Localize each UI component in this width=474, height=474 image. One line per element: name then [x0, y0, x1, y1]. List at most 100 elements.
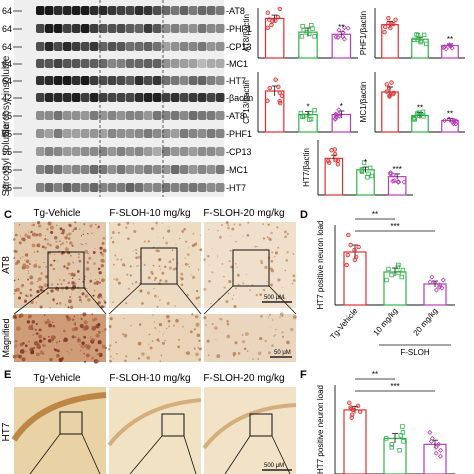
- stained-cell: [69, 305, 74, 309]
- stained-cell: [78, 259, 82, 263]
- stained-cell: [36, 332, 39, 335]
- blot-marker-label: -HT7: [226, 76, 246, 86]
- stained-cell: [159, 279, 162, 282]
- blot-band: [45, 6, 54, 15]
- stained-cell: [207, 354, 210, 357]
- stained-cell: [83, 320, 88, 325]
- stained-cell: [199, 235, 201, 237]
- stained-cell: [114, 254, 117, 257]
- stained-cell: [195, 322, 200, 327]
- data-point: [427, 429, 433, 436]
- stained-cell: [49, 243, 52, 247]
- stained-cell: [74, 336, 77, 338]
- data-point: [348, 242, 353, 248]
- data-point: [398, 433, 403, 438]
- data-point: [270, 18, 275, 24]
- blot-band: [81, 59, 90, 68]
- stained-cell: [36, 250, 39, 253]
- stained-cell: [100, 305, 104, 309]
- stained-cell: [22, 342, 24, 343]
- stained-cell: [83, 352, 86, 355]
- blot-band: [216, 42, 225, 51]
- panel-c: C Tg-Vehicle F-SLOH-10 mg/kg F-SLOH-20 m…: [1, 208, 297, 364]
- stained-cell: [266, 236, 269, 239]
- stained-cell: [173, 324, 175, 327]
- stained-cell: [36, 243, 41, 248]
- stained-cell: [230, 265, 233, 269]
- blot-band: [54, 42, 63, 51]
- data-point: [359, 167, 365, 172]
- blot-band: [54, 93, 63, 102]
- stained-cell: [283, 230, 287, 234]
- chart-d: HT7 positive neuron load*****Tg-Vehicle 1…: [316, 210, 455, 357]
- blot-band: [72, 59, 81, 68]
- stained-cell: [74, 326, 78, 331]
- data-point: [382, 29, 387, 35]
- stained-cell: [68, 224, 72, 228]
- stained-cell: [77, 256, 80, 259]
- plot-cp13-actin: CP13/βactin * *: [242, 72, 358, 133]
- blot-band: [90, 76, 99, 85]
- stained-cell: [285, 259, 289, 262]
- stained-cell: [95, 348, 99, 352]
- blot-band: [54, 24, 63, 33]
- data-point: [335, 162, 341, 167]
- panel-letter-f: F: [300, 369, 307, 381]
- stained-cell: [174, 305, 176, 307]
- stained-cell: [96, 227, 99, 229]
- blot-band: [45, 42, 54, 51]
- blot-band: [72, 129, 81, 138]
- stained-cell: [197, 347, 200, 349]
- stained-cell: [195, 352, 199, 357]
- blot-marker-label: -AT8: [226, 111, 245, 121]
- blot-band: [207, 111, 216, 120]
- stained-cell: [193, 328, 197, 331]
- blot-band: [90, 183, 99, 192]
- data-point: [411, 116, 416, 121]
- stained-cell: [255, 293, 258, 297]
- stained-cell: [203, 287, 207, 291]
- blot-band: [63, 76, 72, 85]
- data-point: [308, 111, 313, 116]
- stained-cell: [259, 293, 263, 297]
- stained-cell: [234, 341, 238, 345]
- stained-cell: [67, 281, 71, 285]
- stained-cell: [130, 325, 132, 327]
- stained-cell: [279, 316, 281, 319]
- stained-cell: [197, 269, 200, 271]
- stained-cell: [188, 266, 190, 268]
- blot-band: [162, 165, 171, 174]
- blot-band: [207, 59, 216, 68]
- stained-cell: [165, 241, 169, 245]
- stained-cell: [242, 282, 245, 285]
- stained-cell: [90, 336, 92, 338]
- data-point: [389, 272, 394, 278]
- stained-cell: [112, 358, 114, 360]
- stained-cell: [227, 224, 230, 227]
- stained-cell: [175, 243, 177, 245]
- stained-cell: [270, 231, 273, 235]
- stained-cell: [104, 346, 108, 350]
- blot-band: [72, 165, 81, 174]
- stained-cell: [49, 225, 54, 230]
- blot-band: [63, 183, 72, 192]
- data-point: [358, 409, 363, 414]
- data-point: [399, 274, 404, 280]
- stained-cell: [70, 272, 75, 277]
- stained-cell: [232, 351, 237, 356]
- blot-band: [117, 129, 126, 138]
- blot-band: [216, 129, 225, 138]
- stained-cell: [109, 355, 112, 358]
- stained-cell: [65, 241, 68, 243]
- stained-cell: [218, 235, 222, 239]
- stained-cell: [189, 330, 193, 334]
- stained-cell: [164, 279, 168, 283]
- stained-cell: [93, 317, 98, 321]
- stained-cell: [225, 221, 229, 225]
- stained-cell: [78, 253, 80, 256]
- blot-band: [90, 129, 99, 138]
- significance-label: **: [447, 35, 453, 44]
- stained-cell: [174, 267, 177, 271]
- stained-cell: [281, 287, 283, 289]
- stained-cell: [25, 259, 30, 264]
